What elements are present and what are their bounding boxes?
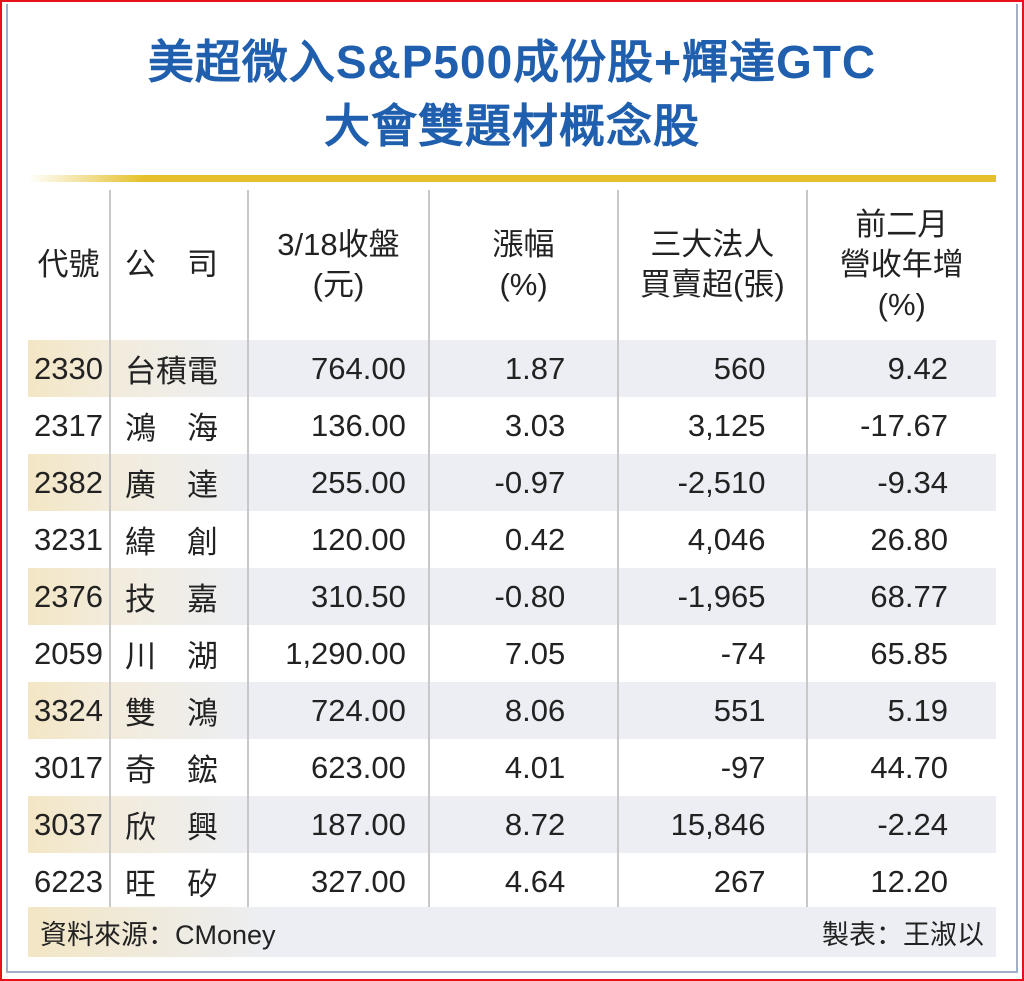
- table-row: 2376 技 嘉 310.50 -0.80 -1,965 68.77: [28, 568, 996, 625]
- headline-line-2: 大會雙題材概念股: [324, 100, 700, 152]
- cell-company: 廣 達: [108, 454, 249, 511]
- cell-company: 旺 矽: [108, 853, 249, 910]
- cell-close: 187.00: [247, 796, 429, 853]
- title-divider: [28, 175, 996, 182]
- cell-institutional: -74: [617, 625, 807, 682]
- cell-change: 4.64: [427, 853, 619, 910]
- cell-change: 1.87: [427, 340, 619, 397]
- cell-close: 764.00: [247, 340, 429, 397]
- cell-change: -0.80: [427, 568, 619, 625]
- cell-revenue: 9.42: [805, 340, 996, 397]
- cell-institutional: 15,846: [617, 796, 807, 853]
- cell-code: 3324: [28, 682, 110, 739]
- cell-company: 鴻 海: [108, 397, 249, 454]
- header-close: 3/18收盤 (元): [247, 190, 429, 340]
- cell-close: 1,290.00: [247, 625, 429, 682]
- header-inst-l1: 三大法人: [650, 227, 775, 262]
- header-rev-l3: (%): [877, 287, 926, 322]
- table-row: 3324 雙 鴻 724.00 8.06 551 5.19: [28, 682, 996, 739]
- stock-table: 代號 公 司 3/18收盤 (元) 漲幅 (%) 三大法人 買賣超(張) 前二月…: [28, 190, 996, 910]
- cell-close: 310.50: [247, 568, 429, 625]
- header-change-l1: 漲幅: [492, 227, 555, 262]
- header-change: 漲幅 (%): [427, 190, 619, 340]
- cell-close: 120.00: [247, 511, 429, 568]
- cell-change: 4.01: [427, 739, 619, 796]
- cell-institutional: -97: [617, 739, 807, 796]
- table-row: 2330 台積電 764.00 1.87 560 9.42: [28, 340, 996, 397]
- cell-code: 2317: [34, 407, 103, 443]
- cell-institutional: 560: [617, 340, 807, 397]
- header-row: 代號 公 司 3/18收盤 (元) 漲幅 (%) 三大法人 買賣超(張) 前二月…: [28, 190, 996, 340]
- cell-revenue: 65.85: [805, 625, 996, 682]
- cell-institutional: 3,125: [617, 397, 807, 454]
- cell-revenue: -17.67: [805, 397, 996, 454]
- cell-change: 8.72: [427, 796, 619, 853]
- table-row: 2059 川 湖 1,290.00 7.05 -74 65.85: [28, 625, 996, 682]
- cell-company: 雙 鴻: [108, 682, 249, 739]
- cell-revenue: 68.77: [805, 568, 996, 625]
- table-row: 3017 奇 鋐 623.00 4.01 -97 44.70: [28, 739, 996, 796]
- source-note: 資料來源：CMoney: [40, 919, 276, 950]
- header-company: 公 司: [108, 190, 249, 340]
- cell-change: -0.97: [427, 454, 619, 511]
- cell-company: 技 嘉: [108, 568, 249, 625]
- cell-code: 2376: [28, 568, 110, 625]
- cell-company: 欣 興: [108, 796, 249, 853]
- table-row: 3037 欣 興 187.00 8.72 15,846 -2.24: [28, 796, 996, 853]
- header-rev-l2: 營收年增: [839, 247, 964, 282]
- header-rev-l1: 前二月: [855, 207, 949, 242]
- table-row: 3231 緯 創 120.00 0.42 4,046 26.80: [28, 511, 996, 568]
- cell-revenue: 26.80: [805, 511, 996, 568]
- cell-close: 327.00: [247, 853, 429, 910]
- credit-note: 製表：王淑以: [822, 919, 984, 950]
- cell-change: 0.42: [427, 511, 619, 568]
- header-close-l1: 3/18收盤: [277, 227, 400, 262]
- header-institutional: 三大法人 買賣超(張): [617, 190, 807, 340]
- cell-close: 136.00: [247, 397, 429, 454]
- headline-line-1: 美超微入S&P500成份股+輝達GTC: [147, 36, 877, 88]
- footer: 資料來源：CMoney 製表：王淑以: [28, 907, 996, 957]
- cell-code: 6223: [34, 863, 103, 899]
- inner-frame: [6, 4, 1018, 973]
- cell-revenue: 12.20: [805, 853, 996, 910]
- cell-company: 川 湖: [108, 625, 249, 682]
- cell-change: 8.06: [427, 682, 619, 739]
- table-row: 6223 旺 矽 327.00 4.64 267 12.20: [28, 853, 996, 910]
- cell-institutional: 551: [617, 682, 807, 739]
- cell-institutional: 267: [617, 853, 807, 910]
- cell-code: 3017: [34, 749, 103, 785]
- header-change-l2: (%): [499, 267, 548, 302]
- cell-close: 255.00: [247, 454, 429, 511]
- cell-revenue: -2.24: [805, 796, 996, 853]
- cell-company: 緯 創: [108, 511, 249, 568]
- header-code: 代號: [37, 247, 100, 282]
- cell-code: 2382: [28, 454, 110, 511]
- cell-change: 3.03: [427, 397, 619, 454]
- cell-code: 2330: [28, 340, 110, 397]
- cell-close: 724.00: [247, 682, 429, 739]
- cell-code: 3037: [28, 796, 110, 853]
- cell-code: 2059: [34, 635, 103, 671]
- cell-company: 台積電: [108, 340, 249, 397]
- cell-close: 623.00: [247, 739, 429, 796]
- cell-institutional: -1,965: [617, 568, 807, 625]
- cell-code: 3231: [34, 521, 103, 557]
- cell-change: 7.05: [427, 625, 619, 682]
- cell-institutional: -2,510: [617, 454, 807, 511]
- cell-institutional: 4,046: [617, 511, 807, 568]
- cell-revenue: 44.70: [805, 739, 996, 796]
- table-row: 2317 鴻 海 136.00 3.03 3,125 -17.67: [28, 397, 996, 454]
- cell-revenue: 5.19: [805, 682, 996, 739]
- table-row: 2382 廣 達 255.00 -0.97 -2,510 -9.34: [28, 454, 996, 511]
- cell-revenue: -9.34: [805, 454, 996, 511]
- header-close-l2: (元): [312, 267, 365, 302]
- cell-company: 奇 鋐: [108, 739, 249, 796]
- header-inst-l2: 買賣超(張): [640, 267, 785, 302]
- header-revenue: 前二月 營收年增 (%): [805, 190, 996, 340]
